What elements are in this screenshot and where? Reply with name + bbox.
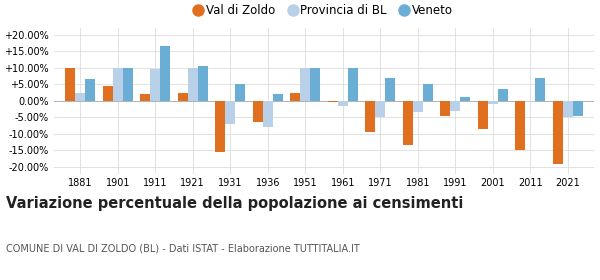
Bar xyxy=(375,101,385,117)
Bar xyxy=(403,101,413,146)
Bar xyxy=(328,101,338,102)
Bar xyxy=(215,101,225,152)
Bar xyxy=(450,101,460,111)
Bar xyxy=(160,46,170,101)
Bar xyxy=(140,94,150,101)
Bar xyxy=(123,68,133,101)
Bar xyxy=(423,84,433,101)
Bar xyxy=(188,68,198,101)
Bar xyxy=(338,101,348,106)
Bar xyxy=(235,84,245,101)
Bar xyxy=(515,101,525,150)
Bar xyxy=(290,92,300,101)
Bar xyxy=(488,101,498,104)
Bar xyxy=(365,101,375,132)
Bar xyxy=(563,101,573,117)
Bar xyxy=(385,78,395,101)
Bar xyxy=(263,101,273,127)
Bar xyxy=(253,101,263,122)
Bar xyxy=(178,92,188,101)
Bar xyxy=(573,101,583,116)
Bar xyxy=(413,101,423,112)
Bar xyxy=(525,101,535,102)
Bar xyxy=(478,101,488,129)
Bar xyxy=(150,69,160,101)
Text: Variazione percentuale della popolazione ai censimenti: Variazione percentuale della popolazione… xyxy=(6,196,463,211)
Bar xyxy=(103,86,113,101)
Text: COMUNE DI VAL DI ZOLDO (BL) - Dati ISTAT - Elaborazione TUTTITALIA.IT: COMUNE DI VAL DI ZOLDO (BL) - Dati ISTAT… xyxy=(6,244,360,254)
Bar xyxy=(300,68,310,101)
Bar xyxy=(273,94,283,101)
Bar xyxy=(440,101,450,116)
Bar xyxy=(225,101,235,124)
Bar xyxy=(553,101,563,164)
Bar xyxy=(85,79,95,101)
Bar xyxy=(535,78,545,101)
Bar xyxy=(498,89,508,101)
Bar xyxy=(198,66,208,101)
Legend: Val di Zoldo, Provincia di BL, Veneto: Val di Zoldo, Provincia di BL, Veneto xyxy=(193,1,455,19)
Bar xyxy=(460,97,470,101)
Bar xyxy=(310,68,320,101)
Bar xyxy=(75,92,85,101)
Bar xyxy=(113,68,123,101)
Bar xyxy=(65,68,75,101)
Bar xyxy=(348,68,358,101)
